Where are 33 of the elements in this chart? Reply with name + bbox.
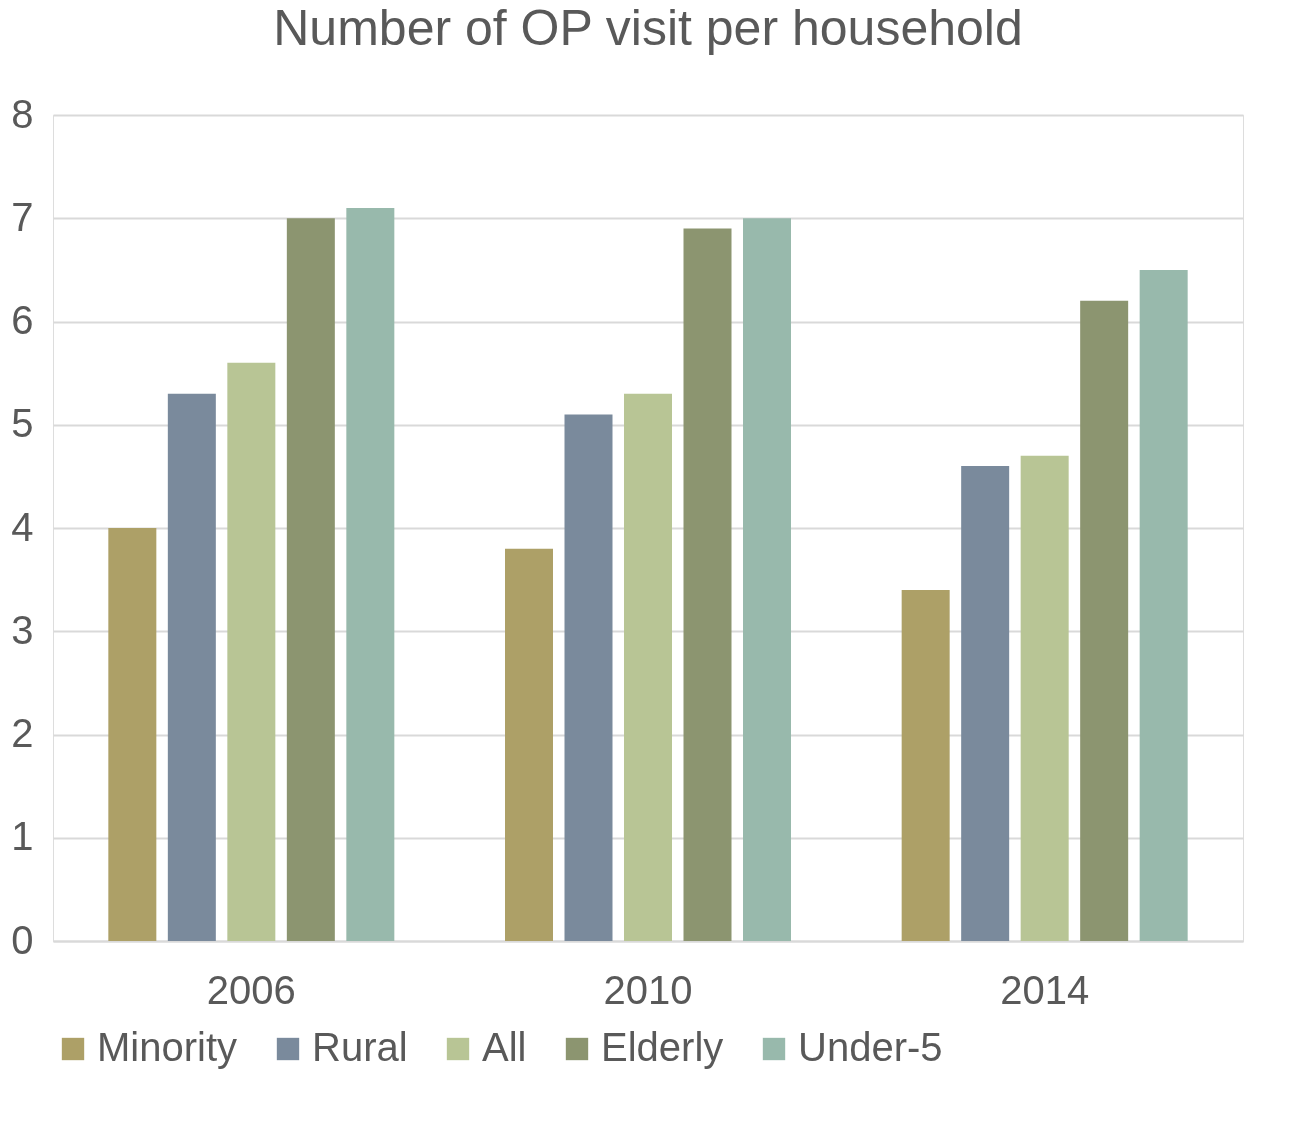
bar bbox=[624, 393, 672, 941]
legend-label: Rural bbox=[312, 1025, 408, 1069]
y-tick-label: 8 bbox=[11, 91, 34, 136]
x-tick-label: 2010 bbox=[603, 967, 693, 1012]
bar bbox=[286, 218, 335, 941]
legend-label: Under-5 bbox=[798, 1025, 943, 1069]
y-tick-label: 1 bbox=[11, 814, 34, 859]
y-tick-label: 7 bbox=[11, 194, 34, 239]
y-tick-label: 4 bbox=[11, 504, 34, 549]
chart-title: Number of OP visit per household bbox=[273, 0, 1023, 56]
legend-label: Elderly bbox=[601, 1025, 724, 1069]
bar bbox=[564, 414, 613, 941]
y-tick-label: 5 bbox=[11, 401, 34, 446]
bar bbox=[505, 548, 553, 941]
bar bbox=[108, 528, 157, 941]
y-tick-label: 2 bbox=[11, 711, 34, 755]
legend-label: Minority bbox=[97, 1025, 238, 1069]
y-tick-label: 0 bbox=[11, 917, 34, 962]
legend-label: All bbox=[482, 1025, 527, 1069]
y-tick-label: 6 bbox=[11, 298, 34, 342]
bar bbox=[1139, 269, 1188, 941]
bar bbox=[683, 228, 732, 941]
bar bbox=[1080, 300, 1129, 941]
y-tick-label: 3 bbox=[11, 607, 34, 652]
bar bbox=[901, 589, 950, 941]
bar bbox=[743, 218, 791, 941]
bar bbox=[1020, 455, 1069, 941]
bar bbox=[961, 466, 1010, 941]
x-tick-label: 2014 bbox=[1000, 967, 1090, 1012]
x-tick-label: 2006 bbox=[206, 967, 296, 1012]
bar bbox=[346, 207, 395, 941]
bar bbox=[227, 362, 276, 941]
bar bbox=[167, 393, 216, 941]
